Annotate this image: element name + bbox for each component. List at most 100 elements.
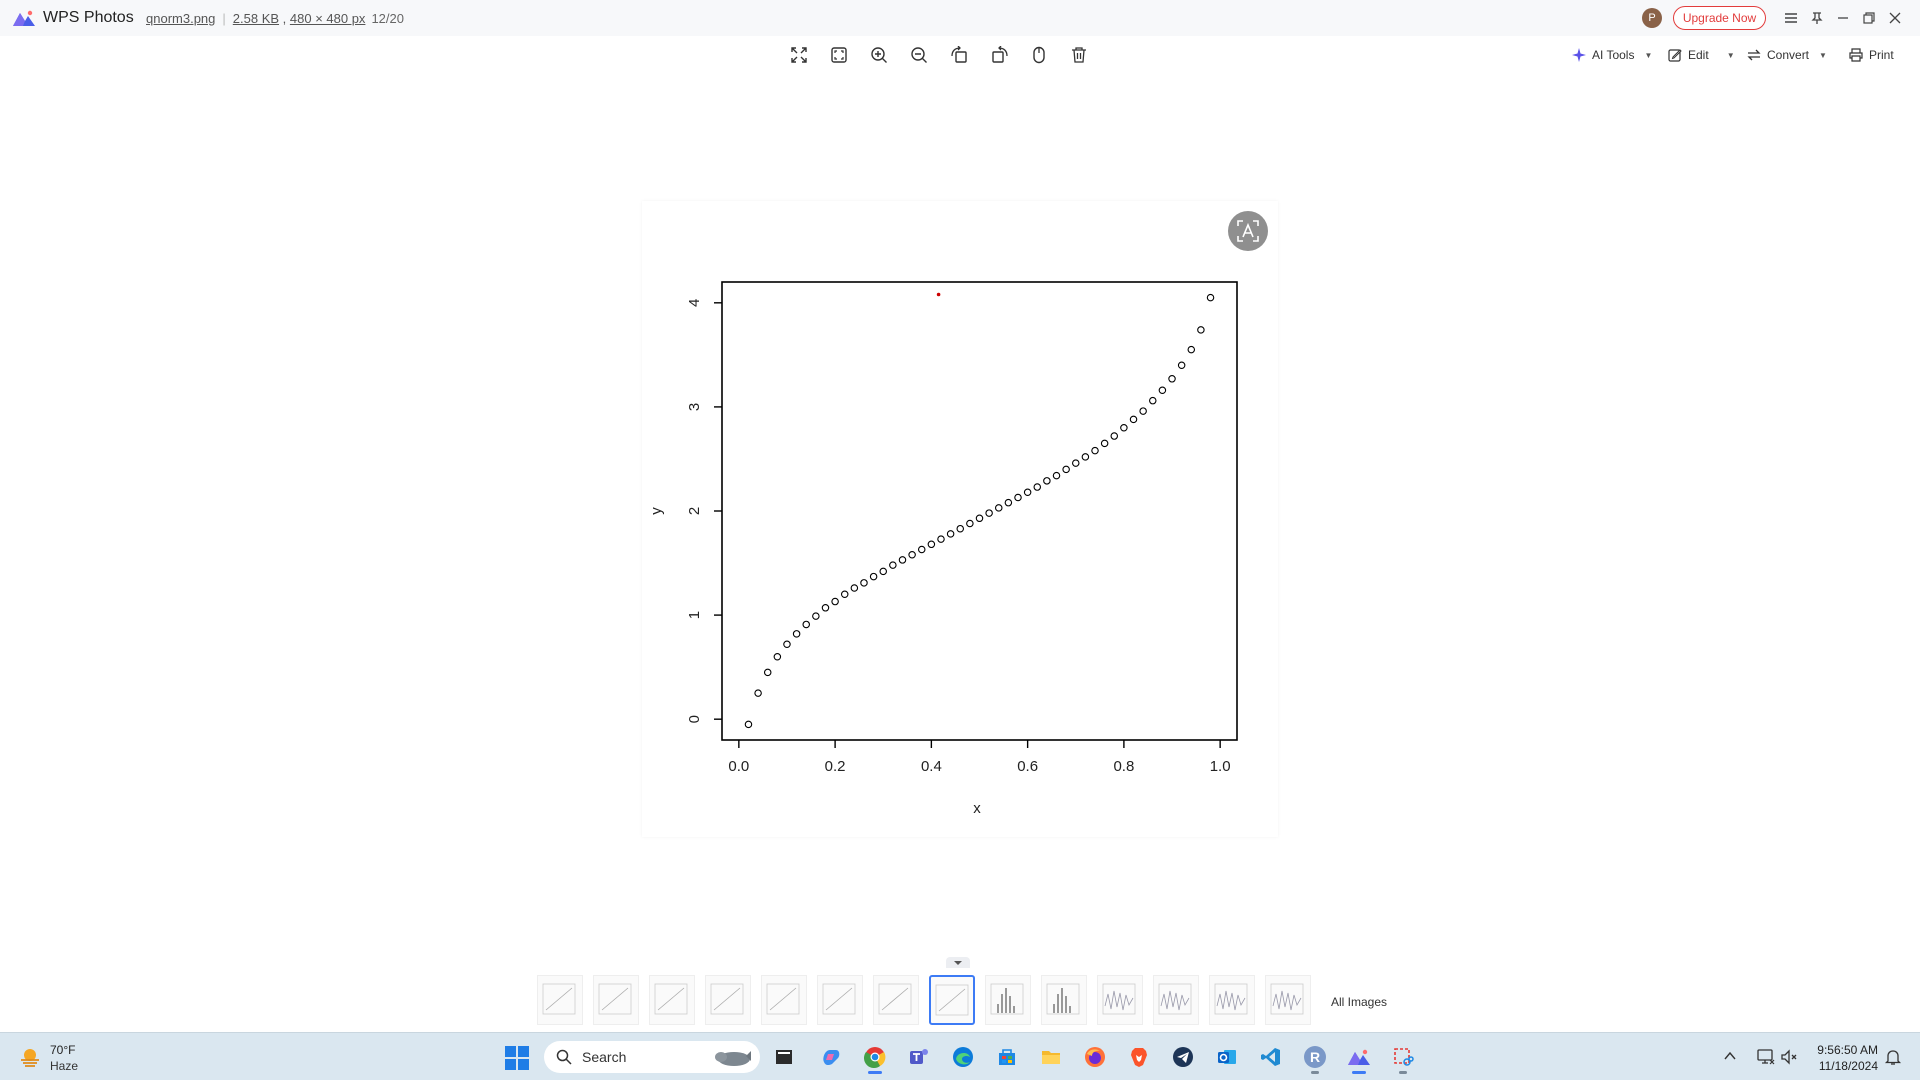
thumbnail[interactable] bbox=[985, 975, 1031, 1025]
taskbar-app-teams[interactable] bbox=[904, 1042, 934, 1072]
thumbnail[interactable] bbox=[1209, 975, 1255, 1025]
brave-icon bbox=[1131, 1048, 1147, 1067]
search-highlight-manatee-icon bbox=[715, 1051, 751, 1066]
thumbnail[interactable] bbox=[593, 975, 639, 1025]
vscode-icon bbox=[1261, 1048, 1280, 1066]
data-point bbox=[966, 519, 974, 528]
data-point bbox=[850, 584, 859, 592]
r-icon: R bbox=[1304, 1046, 1326, 1068]
x-axis-label: x bbox=[973, 800, 981, 817]
pin-icon[interactable] bbox=[1805, 6, 1829, 30]
taskbar-app-chrome[interactable] bbox=[860, 1042, 890, 1074]
data-point bbox=[1100, 439, 1109, 448]
data-point bbox=[1168, 375, 1176, 383]
highlight-point bbox=[936, 292, 941, 297]
windows-start-icon[interactable] bbox=[504, 1045, 530, 1071]
data-point bbox=[840, 590, 849, 599]
weather-temperature[interactable]: 70°F bbox=[50, 1043, 76, 1057]
thumbnail[interactable] bbox=[1153, 975, 1199, 1025]
dimensions-link[interactable]: 480 × 480 px bbox=[289, 11, 366, 26]
taskbar-app-snipping-tool[interactable] bbox=[1388, 1042, 1418, 1074]
taskbar-app-file-explorer-dark[interactable] bbox=[769, 1042, 799, 1072]
all-images-button[interactable]: All Images bbox=[1331, 995, 1388, 1009]
thumbnail[interactable] bbox=[873, 975, 919, 1025]
convert-menu[interactable]: Convert ▼ bbox=[1747, 44, 1827, 66]
ai-tools-label: AI Tools bbox=[1592, 48, 1635, 62]
minimize-icon[interactable] bbox=[1831, 6, 1855, 30]
data-point bbox=[1177, 361, 1186, 370]
thumbnail[interactable] bbox=[537, 975, 583, 1025]
taskbar-app-store[interactable] bbox=[992, 1042, 1022, 1072]
chevron-down-icon: ▼ bbox=[1644, 50, 1653, 60]
restore-icon[interactable] bbox=[1857, 6, 1881, 30]
running-indicator bbox=[1352, 1071, 1366, 1074]
taskbar-app-brave[interactable] bbox=[1124, 1042, 1154, 1072]
collapse-filmstrip-button[interactable] bbox=[946, 957, 970, 968]
data-point bbox=[1110, 432, 1119, 440]
taskbar-app-telegram[interactable] bbox=[1168, 1042, 1198, 1072]
actual-size-icon[interactable] bbox=[826, 42, 852, 68]
copilot-icon bbox=[823, 1050, 840, 1066]
weather-description[interactable]: Haze bbox=[50, 1059, 79, 1073]
file-name-link[interactable]: qnorm3.png bbox=[146, 11, 216, 26]
rotate-left-icon[interactable] bbox=[946, 42, 972, 68]
thumbnail[interactable] bbox=[817, 975, 863, 1025]
taskbar-app-firefox[interactable] bbox=[1080, 1042, 1110, 1072]
taskbar-app-r[interactable]: R bbox=[1300, 1042, 1330, 1074]
data-point bbox=[831, 597, 839, 606]
data-point bbox=[744, 720, 753, 729]
edit-menu[interactable]: Edit ▼ bbox=[1668, 44, 1735, 66]
upgrade-now-button[interactable]: Upgrade Now bbox=[1673, 6, 1766, 30]
data-point bbox=[1206, 293, 1215, 302]
x-axis: 0.0 0.2 0.4 0.6 0.8 1.0 bbox=[728, 740, 1231, 775]
close-icon[interactable] bbox=[1883, 6, 1907, 30]
chevron-down-icon: ▼ bbox=[1726, 50, 1735, 60]
taskbar-app-copilot[interactable] bbox=[816, 1042, 846, 1072]
zoom-out-icon[interactable] bbox=[906, 42, 932, 68]
rotate-right-icon[interactable] bbox=[987, 42, 1013, 68]
notification-bell-icon[interactable] bbox=[1884, 1048, 1902, 1066]
text-recognition-button[interactable] bbox=[1228, 211, 1268, 251]
thumbnail[interactable] bbox=[1097, 975, 1143, 1025]
divider: | bbox=[222, 11, 226, 26]
thumbnail[interactable] bbox=[1265, 975, 1311, 1025]
file-size-link[interactable]: 2.58 KB bbox=[232, 11, 280, 26]
mouse-icon[interactable] bbox=[1026, 42, 1052, 68]
data-point bbox=[946, 530, 955, 538]
store-icon bbox=[999, 1049, 1015, 1065]
ai-tools-menu[interactable]: AI Tools ▼ bbox=[1572, 44, 1652, 66]
running-indicator bbox=[1311, 1071, 1319, 1074]
title-bar: WPS Photos qnorm3.png | 2.58 KB , 480 × … bbox=[0, 0, 1920, 36]
thumbnail[interactable] bbox=[1041, 975, 1087, 1025]
taskbar-app-wps-photos[interactable] bbox=[1344, 1042, 1374, 1074]
taskbar-app-vscode[interactable] bbox=[1256, 1042, 1286, 1072]
thumbnail-preview-icon bbox=[654, 983, 688, 1015]
taskbar-search-box[interactable]: Search bbox=[544, 1041, 760, 1073]
thumbnail[interactable] bbox=[761, 975, 807, 1025]
fit-screen-icon[interactable] bbox=[786, 42, 812, 68]
taskbar-app-edge[interactable] bbox=[948, 1042, 978, 1072]
taskbar-app-outlook[interactable] bbox=[1212, 1042, 1242, 1072]
volume-muted-icon[interactable] bbox=[1780, 1047, 1800, 1067]
menu-icon[interactable] bbox=[1779, 6, 1803, 30]
data-point bbox=[1072, 459, 1080, 467]
convert-label: Convert bbox=[1767, 48, 1810, 62]
thumbnail[interactable] bbox=[705, 975, 751, 1025]
thumbnail[interactable] bbox=[649, 975, 695, 1025]
data-point bbox=[783, 640, 791, 648]
print-button[interactable]: Print bbox=[1849, 44, 1894, 66]
taskbar-app-file-explorer[interactable] bbox=[1036, 1042, 1066, 1072]
zoom-in-icon[interactable] bbox=[866, 42, 892, 68]
chevron-down-icon bbox=[954, 960, 962, 965]
y-tick-label: 3 bbox=[686, 403, 703, 411]
network-icon[interactable] bbox=[1756, 1047, 1776, 1067]
teams-icon bbox=[910, 1049, 928, 1064]
delete-icon[interactable] bbox=[1066, 42, 1092, 68]
weather-haze-icon[interactable] bbox=[18, 1045, 42, 1069]
user-avatar[interactable]: P bbox=[1642, 8, 1662, 28]
image-position: 12/20 bbox=[371, 11, 404, 26]
clock-date[interactable]: 11/18/2024 bbox=[1818, 1059, 1878, 1073]
show-hidden-icons-chevron-up-icon[interactable] bbox=[1722, 1048, 1738, 1064]
clock-time[interactable]: 9:56:50 AM bbox=[1817, 1043, 1878, 1057]
thumbnail[interactable] bbox=[929, 975, 975, 1025]
